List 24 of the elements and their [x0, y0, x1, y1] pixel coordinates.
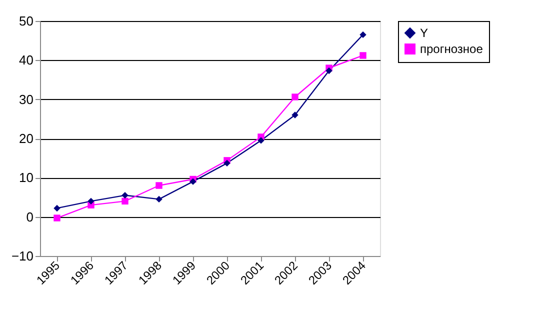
point	[292, 94, 298, 100]
y-tick-label: 50	[19, 14, 34, 28]
point	[292, 112, 298, 118]
y-tick-label: 40	[19, 52, 34, 68]
y-tick-label: 20	[19, 131, 34, 146]
y-tick-label: 10	[19, 170, 34, 186]
point	[122, 192, 128, 199]
point	[190, 178, 196, 185]
point	[122, 198, 128, 205]
point	[156, 196, 162, 203]
point	[326, 67, 332, 74]
y-tick-label: 30	[19, 92, 34, 107]
legend-label: Y	[420, 26, 428, 40]
y-tick-label: 0	[26, 209, 34, 224]
point	[54, 214, 60, 222]
point	[88, 198, 94, 205]
legend-label: прогнозное	[420, 42, 484, 56]
point	[224, 160, 230, 167]
point	[54, 204, 60, 212]
point	[258, 137, 264, 144]
point	[360, 52, 366, 59]
y-tick-label: −10	[11, 248, 34, 264]
point	[156, 182, 162, 189]
point	[360, 31, 366, 38]
